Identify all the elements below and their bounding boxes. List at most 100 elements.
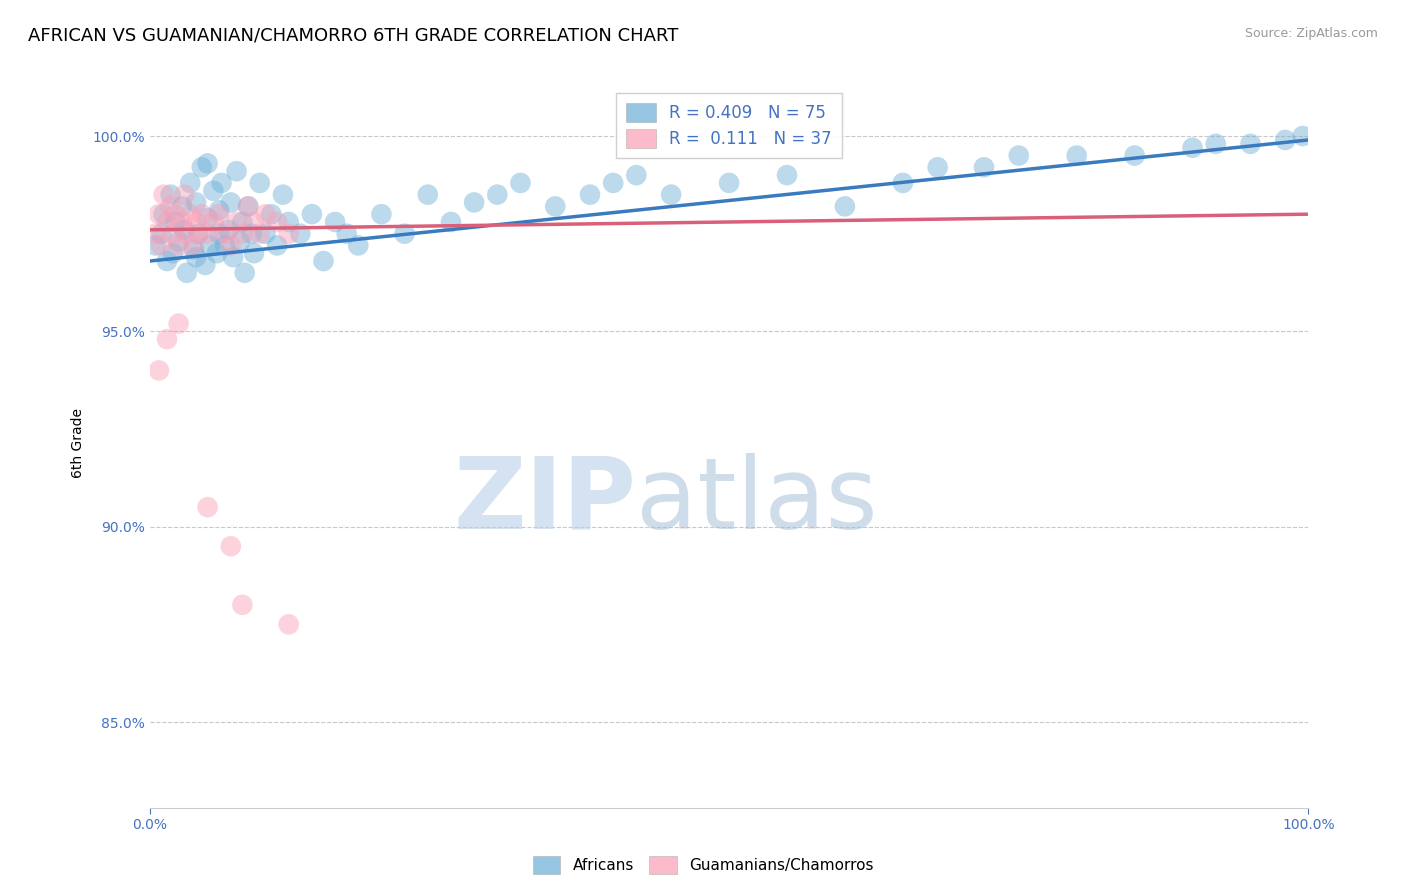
Point <box>202 184 225 198</box>
Point <box>254 227 277 241</box>
Point <box>214 227 236 241</box>
Legend: Africans, Guamanians/Chamorros: Africans, Guamanians/Chamorros <box>527 850 879 880</box>
Point <box>1066 148 1088 162</box>
Point <box>249 227 271 241</box>
Point <box>184 195 207 210</box>
Point <box>219 238 242 252</box>
Point <box>440 215 463 229</box>
Point <box>197 156 219 170</box>
Point <box>544 199 567 213</box>
Point <box>323 215 346 229</box>
Point <box>1291 129 1313 144</box>
Point <box>301 207 323 221</box>
Point <box>238 199 260 213</box>
Point <box>167 317 190 331</box>
Point <box>1181 141 1204 155</box>
Point <box>198 238 221 252</box>
Point <box>172 215 194 229</box>
Point <box>266 215 288 229</box>
Point <box>145 238 167 252</box>
Point <box>973 161 995 175</box>
Point <box>167 238 190 252</box>
Point <box>176 266 198 280</box>
Point <box>173 187 195 202</box>
Point <box>156 254 179 268</box>
Point <box>217 223 239 237</box>
Point <box>159 187 181 202</box>
Point <box>891 176 914 190</box>
Point <box>312 254 335 268</box>
Point <box>197 227 219 241</box>
Point <box>927 161 949 175</box>
Point <box>191 207 214 221</box>
Point <box>347 238 370 252</box>
Point <box>659 187 682 202</box>
Point <box>208 227 231 241</box>
Point <box>238 199 260 213</box>
Point <box>336 227 359 241</box>
Point <box>191 161 214 175</box>
Point <box>277 215 299 229</box>
Point <box>197 500 219 515</box>
Text: Source: ZipAtlas.com: Source: ZipAtlas.com <box>1244 27 1378 40</box>
Point <box>202 215 225 229</box>
Point <box>231 227 253 241</box>
Point <box>183 243 205 257</box>
Point <box>156 332 179 346</box>
Point <box>173 223 195 237</box>
Point <box>579 187 602 202</box>
Point <box>214 238 236 252</box>
Point <box>162 227 184 241</box>
Point <box>148 363 170 377</box>
Point <box>626 168 648 182</box>
Text: ZIP: ZIP <box>454 452 637 549</box>
Point <box>1274 133 1296 147</box>
Point <box>148 207 170 221</box>
Point <box>208 207 231 221</box>
Point <box>152 187 174 202</box>
Point <box>152 207 174 221</box>
Point <box>176 227 198 241</box>
Point <box>219 539 242 553</box>
Point <box>208 203 231 218</box>
Point <box>718 176 741 190</box>
Point <box>231 215 253 229</box>
Point <box>194 258 217 272</box>
Point <box>225 215 247 229</box>
Point <box>394 227 416 241</box>
Point <box>231 598 253 612</box>
Point <box>150 238 173 252</box>
Point <box>834 199 856 213</box>
Text: AFRICAN VS GUAMANIAN/CHAMORRO 6TH GRADE CORRELATION CHART: AFRICAN VS GUAMANIAN/CHAMORRO 6TH GRADE … <box>28 27 679 45</box>
Point <box>167 235 190 249</box>
Point <box>416 187 439 202</box>
Point <box>233 266 256 280</box>
Point <box>183 238 205 252</box>
Point <box>150 227 173 241</box>
Point <box>1123 148 1146 162</box>
Point <box>179 176 201 190</box>
Legend: R = 0.409   N = 75, R =  0.111   N = 37: R = 0.409 N = 75, R = 0.111 N = 37 <box>616 93 842 158</box>
Point <box>266 238 288 252</box>
Point <box>243 246 266 260</box>
Point <box>240 227 263 241</box>
Point <box>184 215 207 229</box>
Point <box>225 164 247 178</box>
Point <box>1239 136 1261 151</box>
Point <box>197 211 219 225</box>
Point <box>219 195 242 210</box>
Text: atlas: atlas <box>637 452 877 549</box>
Point <box>159 199 181 213</box>
Y-axis label: 6th Grade: 6th Grade <box>72 408 86 478</box>
Point <box>271 187 294 202</box>
Point <box>254 207 277 221</box>
Point <box>162 246 184 260</box>
Point <box>776 168 799 182</box>
Point <box>205 246 228 260</box>
Point <box>187 227 209 241</box>
Point <box>602 176 624 190</box>
Point <box>229 235 252 249</box>
Point <box>463 195 485 210</box>
Point <box>165 207 187 221</box>
Point <box>1205 136 1227 151</box>
